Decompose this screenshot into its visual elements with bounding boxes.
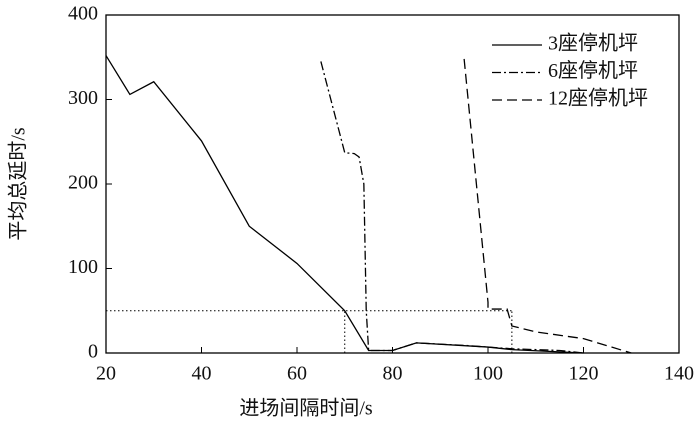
series-line	[463, 58, 632, 354]
x-tick-label: 20	[96, 363, 116, 385]
legend-label: 6座停机坪	[548, 59, 638, 82]
x-tick-label: 120	[569, 363, 599, 385]
legend-label: 12座停机坪	[548, 87, 648, 110]
y-tick-label: 300	[68, 87, 98, 109]
series-line	[105, 55, 584, 354]
x-axis-label: 进场间隔时间/s	[239, 397, 373, 420]
y-tick-label: 200	[68, 172, 98, 194]
x-tick-label: 140	[664, 363, 694, 385]
legend-label: 3座停机坪	[548, 32, 638, 55]
series-line	[320, 61, 584, 354]
y-tick-label: 100	[68, 256, 98, 278]
y-tick-label: 400	[68, 3, 98, 25]
x-tick-label: 60	[287, 363, 307, 385]
x-tick-label: 40	[192, 363, 212, 385]
y-tick-label: 0	[88, 341, 98, 363]
y-axis-label: 平均总延时/s	[7, 127, 30, 241]
x-tick-label: 100	[473, 363, 503, 385]
x-tick-label: 80	[383, 363, 403, 385]
